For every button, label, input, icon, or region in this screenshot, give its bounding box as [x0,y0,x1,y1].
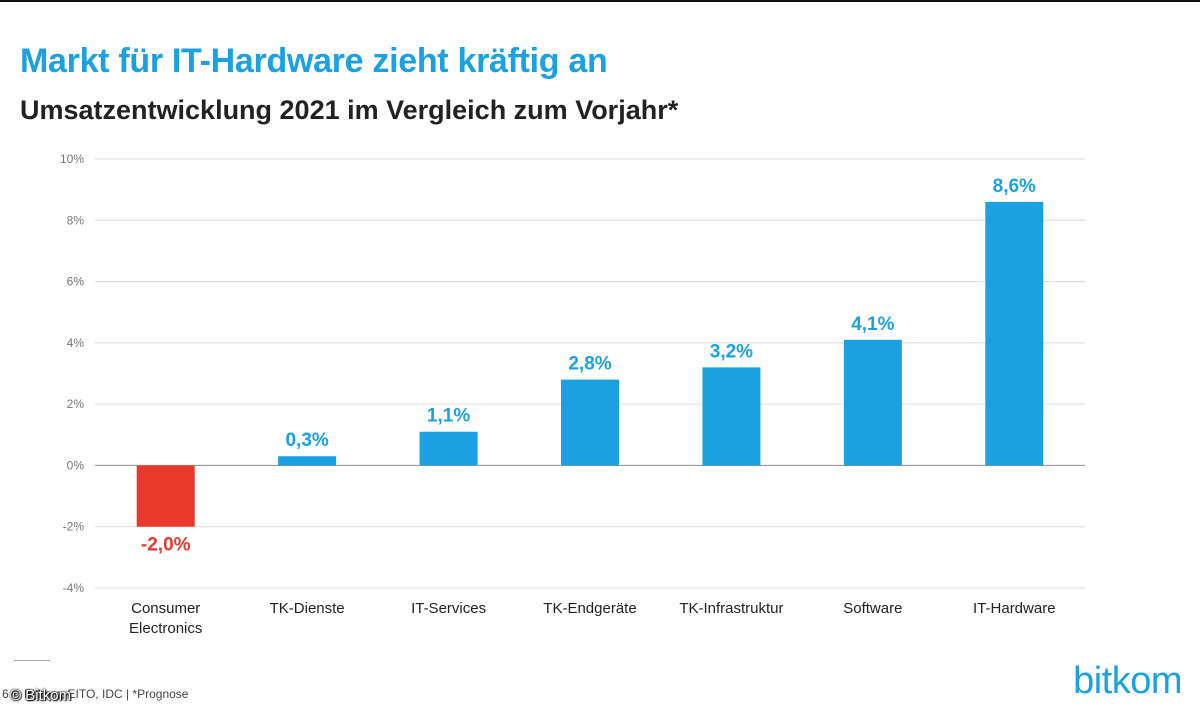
bar [419,431,478,466]
data-label: 8,6% [993,176,1036,197]
data-label: 0,3% [285,430,328,451]
top-rule [0,0,1200,2]
y-tick-label: 0% [67,458,85,472]
bar [985,201,1044,466]
bar [843,339,902,466]
data-label: 3,2% [710,341,753,362]
bar-chart: 10% 8% 6% 4% 2% 0% -2% -4% -2,0% Consumer Electron… [60,152,1085,637]
data-label: 4,1% [851,314,894,335]
y-tick-label: -2% [63,520,85,534]
bitkom-logo: bitkom [1073,660,1182,702]
bar [702,367,761,466]
chart-subtitle: Umsatzentwicklung 2021 im Vergleich zum … [20,95,679,125]
x-category-label: Electronics [129,620,202,637]
copyright-watermark: © Bitkom [10,687,72,704]
data-label: 1,1% [427,406,470,427]
chart-title: Markt für IT-Hardware zieht kräftig an [20,42,608,80]
x-category-label: TK-Dienste [270,600,345,617]
x-category-label: IT-Hardware [973,600,1056,617]
x-category-label: TK-Infrastruktur [679,600,783,617]
data-label: -2,0% [141,535,191,556]
y-tick-label: -4% [63,581,85,595]
footer-rule [14,660,50,661]
x-category-label: IT-Services [411,600,486,617]
bar [278,456,337,466]
x-category-label: TK-Endgeräte [543,600,636,617]
source-note: 6 © Bitkom, EITO, IDC | *Prognose [2,687,189,701]
x-category-label: Software [843,600,902,617]
y-tick-label: 6% [67,275,85,289]
y-tick-label: 2% [67,397,85,411]
x-category-label: Consumer [131,600,200,617]
y-tick-label: 4% [67,336,85,350]
bar [561,379,619,466]
y-tick-label: 8% [67,213,85,227]
y-tick-label: 10% [60,152,84,166]
bar [136,465,195,527]
data-label: 2,8% [568,354,611,375]
